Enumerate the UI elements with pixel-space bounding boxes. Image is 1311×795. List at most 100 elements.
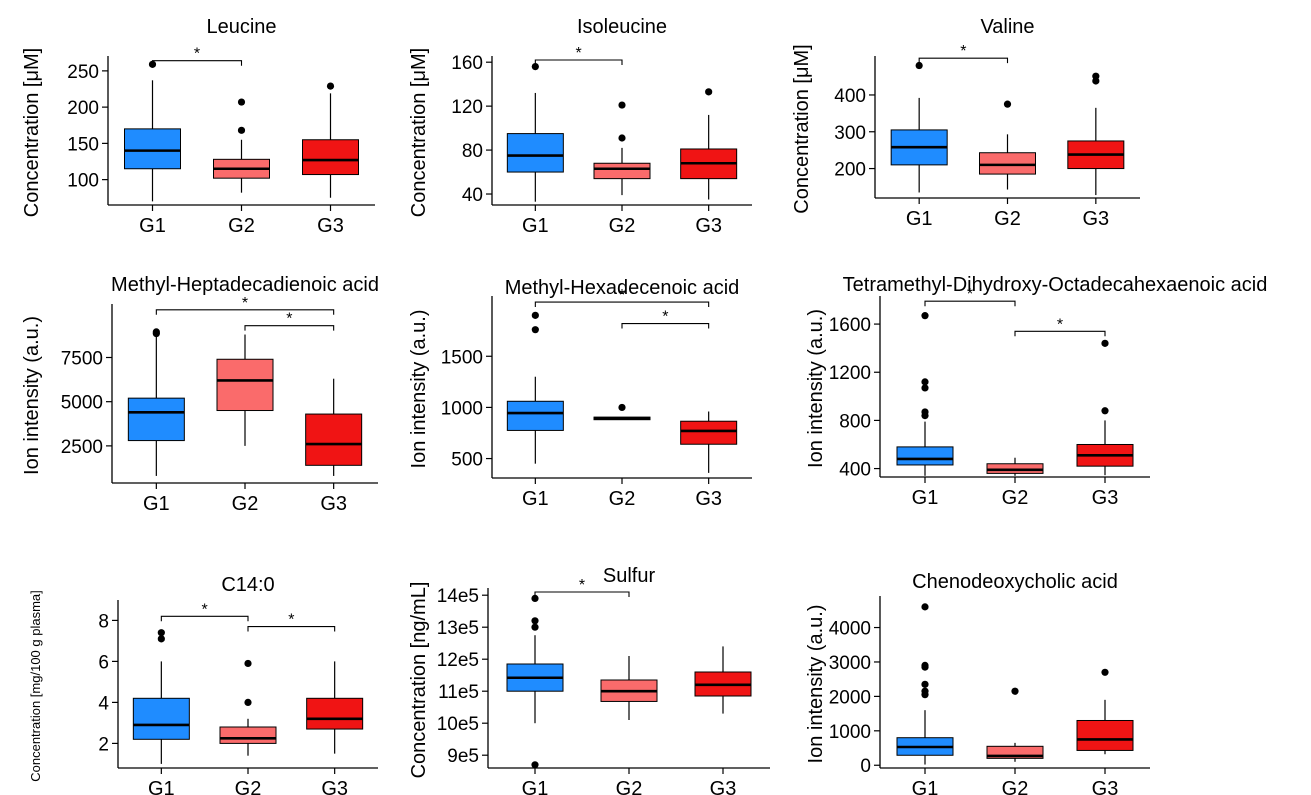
- significance-marker: *: [194, 46, 200, 63]
- box-g1: [896, 312, 954, 476]
- iqr-box: [896, 446, 954, 466]
- outlier-point: [1101, 668, 1109, 676]
- outlier-point: [921, 661, 929, 670]
- y-tick-label: 14e5: [437, 586, 479, 607]
- x-tick-label: G3: [695, 215, 722, 237]
- box-g3: [302, 82, 359, 198]
- y-tick-label: 40: [462, 185, 483, 206]
- y-tick-label: 4000: [829, 619, 871, 640]
- x-tick-label: G3: [1092, 778, 1119, 795]
- outlier-point: [921, 680, 929, 688]
- y-tick-label: 4: [98, 693, 109, 714]
- y-tick-label: 500: [451, 450, 483, 471]
- bracket-line: [155, 309, 335, 315]
- box-g3: [694, 646, 752, 714]
- x-tick-label: G1: [143, 493, 170, 515]
- y-tick-label: 8: [98, 611, 109, 632]
- outlier-point: [1101, 339, 1109, 347]
- outlier-point: [244, 659, 252, 668]
- significance-marker: *: [662, 309, 668, 326]
- outlier-point: [1092, 72, 1100, 80]
- iqr-box: [979, 152, 1036, 175]
- y-tick-label: 3000: [829, 653, 871, 674]
- x-tick-label: G3: [317, 215, 344, 237]
- bracket-line: [160, 615, 249, 622]
- chart-title: Leucine: [206, 16, 276, 38]
- bracket-line: [534, 59, 623, 65]
- y-tick-label: 6: [98, 652, 109, 673]
- panel-9: Chenodeoxycholic acid Ion intensity (a.u.…: [805, 571, 1150, 795]
- x-tick-label: G2: [616, 778, 643, 795]
- outlier-point: [618, 403, 626, 412]
- y-tick-label: 150: [67, 134, 99, 155]
- iqr-box: [1076, 719, 1134, 751]
- y-tick-label: 1000: [441, 398, 483, 419]
- outlier-point: [915, 61, 923, 70]
- outlier-point: [618, 134, 626, 142]
- outlier-point: [531, 617, 539, 625]
- outlier-point: [705, 88, 713, 96]
- significance-bracket: *: [160, 601, 249, 622]
- outlier-point: [531, 623, 539, 631]
- y-tick-label: 160: [451, 53, 483, 74]
- outlier-point: [921, 408, 929, 416]
- iqr-box: [127, 397, 185, 442]
- panel-1: Leucine Concentration [μM] 100 150 200 250 G1 G…: [21, 16, 375, 237]
- significance-marker: *: [242, 295, 248, 312]
- y-tick-label: 1500: [441, 347, 483, 368]
- iqr-box: [680, 420, 738, 445]
- y-tick-label: 200: [834, 160, 866, 181]
- y-tick-label: 80: [462, 141, 483, 162]
- iqr-box: [506, 133, 564, 173]
- box-g2: [216, 334, 274, 446]
- panel-4: Methyl-Heptadecadienoic acid Ion intensit…: [21, 274, 379, 515]
- chart-title: Sulfur: [603, 565, 656, 587]
- iqr-box: [306, 697, 364, 730]
- box-g1: [506, 62, 564, 202]
- y-axis-label: Concentration [μM]: [791, 44, 813, 213]
- iqr-box: [593, 162, 651, 180]
- y-tick-label: 2000: [829, 687, 871, 708]
- x-tick-label: G3: [1082, 208, 1109, 230]
- panel-6: Tetramethyl-Dihydroxy-Octadecahexaenoic …: [805, 274, 1267, 509]
- y-tick-label: 13e5: [437, 618, 479, 639]
- bracket-line: [247, 625, 336, 632]
- y-tick-label: 400: [834, 86, 866, 107]
- box-g3: [680, 88, 738, 200]
- panel-3: Valine Concentration [μM] 200 300 400 G1 G2 G3 *: [791, 16, 1140, 230]
- significance-marker: *: [202, 601, 208, 618]
- outlier-point: [157, 635, 165, 643]
- box-g3: [1076, 339, 1134, 476]
- y-tick-label: 12e5: [437, 650, 479, 671]
- bracket-line: [1014, 330, 1106, 337]
- box-g2: [986, 687, 1044, 762]
- chart-title: Methyl-Hexadecenoic acid: [505, 277, 740, 299]
- x-tick-label: G3: [710, 778, 737, 795]
- outlier-point: [921, 312, 929, 320]
- outlier-point: [618, 101, 626, 109]
- panel-7: C14:0 Concentration [mg/100 g plasma] 2 4 6 8…: [28, 574, 378, 795]
- x-tick-label: G2: [994, 208, 1021, 230]
- x-tick-label: G3: [321, 778, 348, 795]
- outlier-point: [244, 698, 252, 707]
- outlier-point: [921, 384, 929, 392]
- bracket-line: [244, 325, 335, 331]
- x-tick-label: G2: [609, 488, 636, 510]
- panel-5: Methyl-Hexadecenoic acid Ion intensity (a…: [408, 277, 752, 510]
- outlier-point: [531, 326, 539, 334]
- outlier-point: [531, 311, 539, 319]
- outlier-point: [1011, 687, 1019, 695]
- y-tick-label: 1600: [829, 315, 871, 336]
- outlier-point: [921, 378, 929, 386]
- significance-bracket: *: [1014, 316, 1106, 337]
- box-g2: [593, 101, 651, 196]
- iqr-box: [302, 139, 359, 176]
- y-tick-label: 0: [860, 756, 871, 777]
- x-tick-label: G1: [139, 215, 166, 237]
- outlier-point: [1101, 407, 1109, 415]
- y-axis-label: Concentration [mg/100 g plasma]: [28, 590, 43, 782]
- box-g1: [132, 629, 190, 764]
- y-tick-label: 1200: [829, 363, 871, 384]
- significance-bracket: *: [534, 45, 623, 65]
- y-axis-label: Ion intensity (a.u.): [21, 316, 43, 475]
